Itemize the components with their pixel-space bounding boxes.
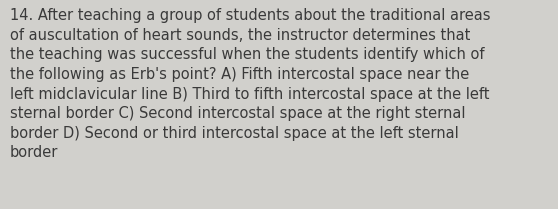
Text: 14. After teaching a group of students about the traditional areas
of auscultati: 14. After teaching a group of students a… bbox=[10, 8, 490, 160]
